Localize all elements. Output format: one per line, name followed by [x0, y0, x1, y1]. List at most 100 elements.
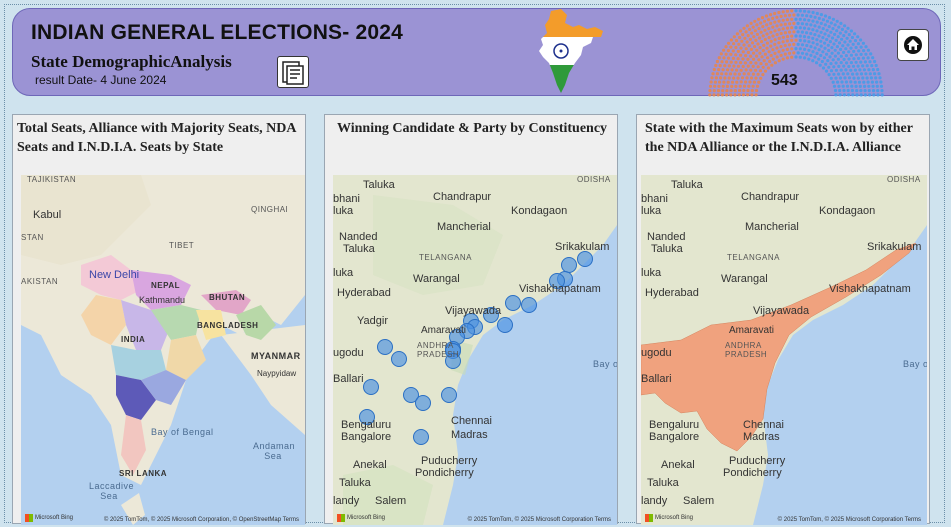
- map-label: Ballari: [641, 373, 672, 385]
- seat-dot: [765, 32, 769, 36]
- seat-dot: [839, 68, 843, 72]
- seat-dot: [777, 59, 781, 63]
- seat-dot: [842, 93, 846, 97]
- seat-dot: [747, 44, 751, 48]
- seat-dot: [807, 48, 811, 52]
- seat-dot: [837, 41, 842, 45]
- seat-dot: [721, 89, 725, 93]
- seat-dot: [783, 14, 787, 18]
- seat-dot: [764, 14, 769, 18]
- seat-dot: [870, 64, 874, 68]
- seat-dot: [766, 56, 770, 60]
- map-label: TAJIKISTAN: [27, 175, 77, 184]
- seat-dot: [834, 61, 838, 65]
- seat-dot: [813, 46, 817, 50]
- seat-dot: [725, 89, 729, 93]
- india-state-map[interactable]: TAJIKISTAN Kabul STAN QINGHAI TIBET AKIS…: [21, 175, 305, 525]
- seat-hemicycle-chart: [701, 9, 891, 97]
- seat-dot: [822, 56, 826, 60]
- seat-dot: [756, 65, 760, 69]
- seat-dot: [749, 47, 753, 52]
- map-label: New Delhi: [89, 269, 140, 281]
- seat-dot: [875, 84, 879, 88]
- seat-dot: [823, 46, 827, 50]
- seat-dot: [796, 30, 800, 34]
- map-label: Hyderabad: [645, 287, 699, 299]
- seat-dot: [741, 50, 745, 54]
- seat-dot: [739, 68, 743, 72]
- seat-dot: [783, 43, 787, 48]
- map-label: Bay of Bengal: [151, 427, 214, 437]
- seat-dot: [823, 14, 828, 18]
- seat-dot: [827, 16, 832, 20]
- seat-dot: [839, 61, 843, 65]
- seat-dot: [773, 11, 777, 16]
- seat-dot: [841, 72, 845, 76]
- seat-dot: [785, 26, 790, 30]
- seat-dot: [869, 76, 873, 80]
- total-seats-value: 543: [771, 72, 798, 89]
- seat-dot: [827, 25, 831, 29]
- seat-dot: [730, 80, 735, 84]
- seat-dot: [781, 48, 785, 52]
- seat-dot: [819, 30, 823, 34]
- seat-dot: [852, 49, 856, 54]
- seat-dot: [751, 25, 755, 29]
- seat-dot: [815, 51, 819, 56]
- seat-dot: [849, 61, 853, 65]
- map-attribution: © 2025 TomTom, © 2025 Microsoft Corporat…: [777, 517, 921, 523]
- constituency-bubble: [561, 257, 577, 273]
- seat-dot: [751, 64, 755, 68]
- seat-dot: [764, 62, 768, 66]
- seat-dot: [842, 57, 846, 62]
- seat-dot: [821, 50, 825, 54]
- constituency-bubble-map[interactable]: Taluka Chandrapur ODISHA bhani luka Kond…: [333, 175, 617, 525]
- seat-dot: [757, 80, 761, 84]
- seat-dot: [807, 57, 811, 61]
- seat-dot: [845, 36, 849, 40]
- seat-dot: [826, 59, 830, 63]
- seat-dot: [713, 80, 717, 84]
- seat-dot: [835, 29, 839, 33]
- seat-dot: [777, 41, 781, 45]
- home-button[interactable]: [897, 29, 929, 61]
- seat-dot: [743, 36, 747, 40]
- seat-dot: [796, 42, 800, 47]
- seat-dot: [837, 72, 841, 76]
- seat-dot: [734, 39, 739, 43]
- seat-dot: [759, 76, 763, 80]
- seat-dot: [847, 33, 851, 37]
- header-banner: INDIAN GENERAL ELECTIONS- 2024 State Dem…: [12, 8, 941, 97]
- seat-dot: [805, 31, 809, 35]
- seat-dot: [843, 40, 847, 44]
- seat-dot: [862, 80, 866, 84]
- report-icon[interactable]: [277, 56, 309, 88]
- seat-dot: [736, 64, 741, 68]
- seat-dot: [734, 45, 738, 50]
- seat-dot: [757, 27, 761, 31]
- seat-dot: [745, 76, 749, 80]
- seat-dot: [846, 72, 850, 76]
- seat-dot: [783, 52, 787, 56]
- seat-dot: [792, 21, 796, 25]
- alliance-state-map[interactable]: Taluka Chandrapur ODISHA bhani luka Kond…: [641, 175, 927, 525]
- seat-dot: [777, 28, 781, 32]
- seat-dot: [771, 57, 775, 61]
- map-label: Vishakhapatnam: [519, 283, 601, 295]
- seat-dot: [733, 89, 737, 93]
- seat-dot: [854, 60, 858, 64]
- seat-dot: [830, 51, 834, 55]
- seat-dot: [834, 38, 838, 42]
- map-label: Bangalore: [649, 431, 700, 443]
- seat-dot: [850, 84, 854, 88]
- seat-dot: [773, 42, 777, 46]
- seat-dot: [819, 53, 823, 58]
- seat-dot: [787, 51, 792, 55]
- seat-dot: [739, 61, 743, 65]
- seat-dot: [744, 80, 748, 84]
- map-label: Bay of: [903, 359, 927, 369]
- seat-dot: [853, 39, 858, 43]
- seat-dot: [716, 93, 720, 97]
- seat-dot: [769, 13, 773, 17]
- seat-dot: [725, 84, 729, 88]
